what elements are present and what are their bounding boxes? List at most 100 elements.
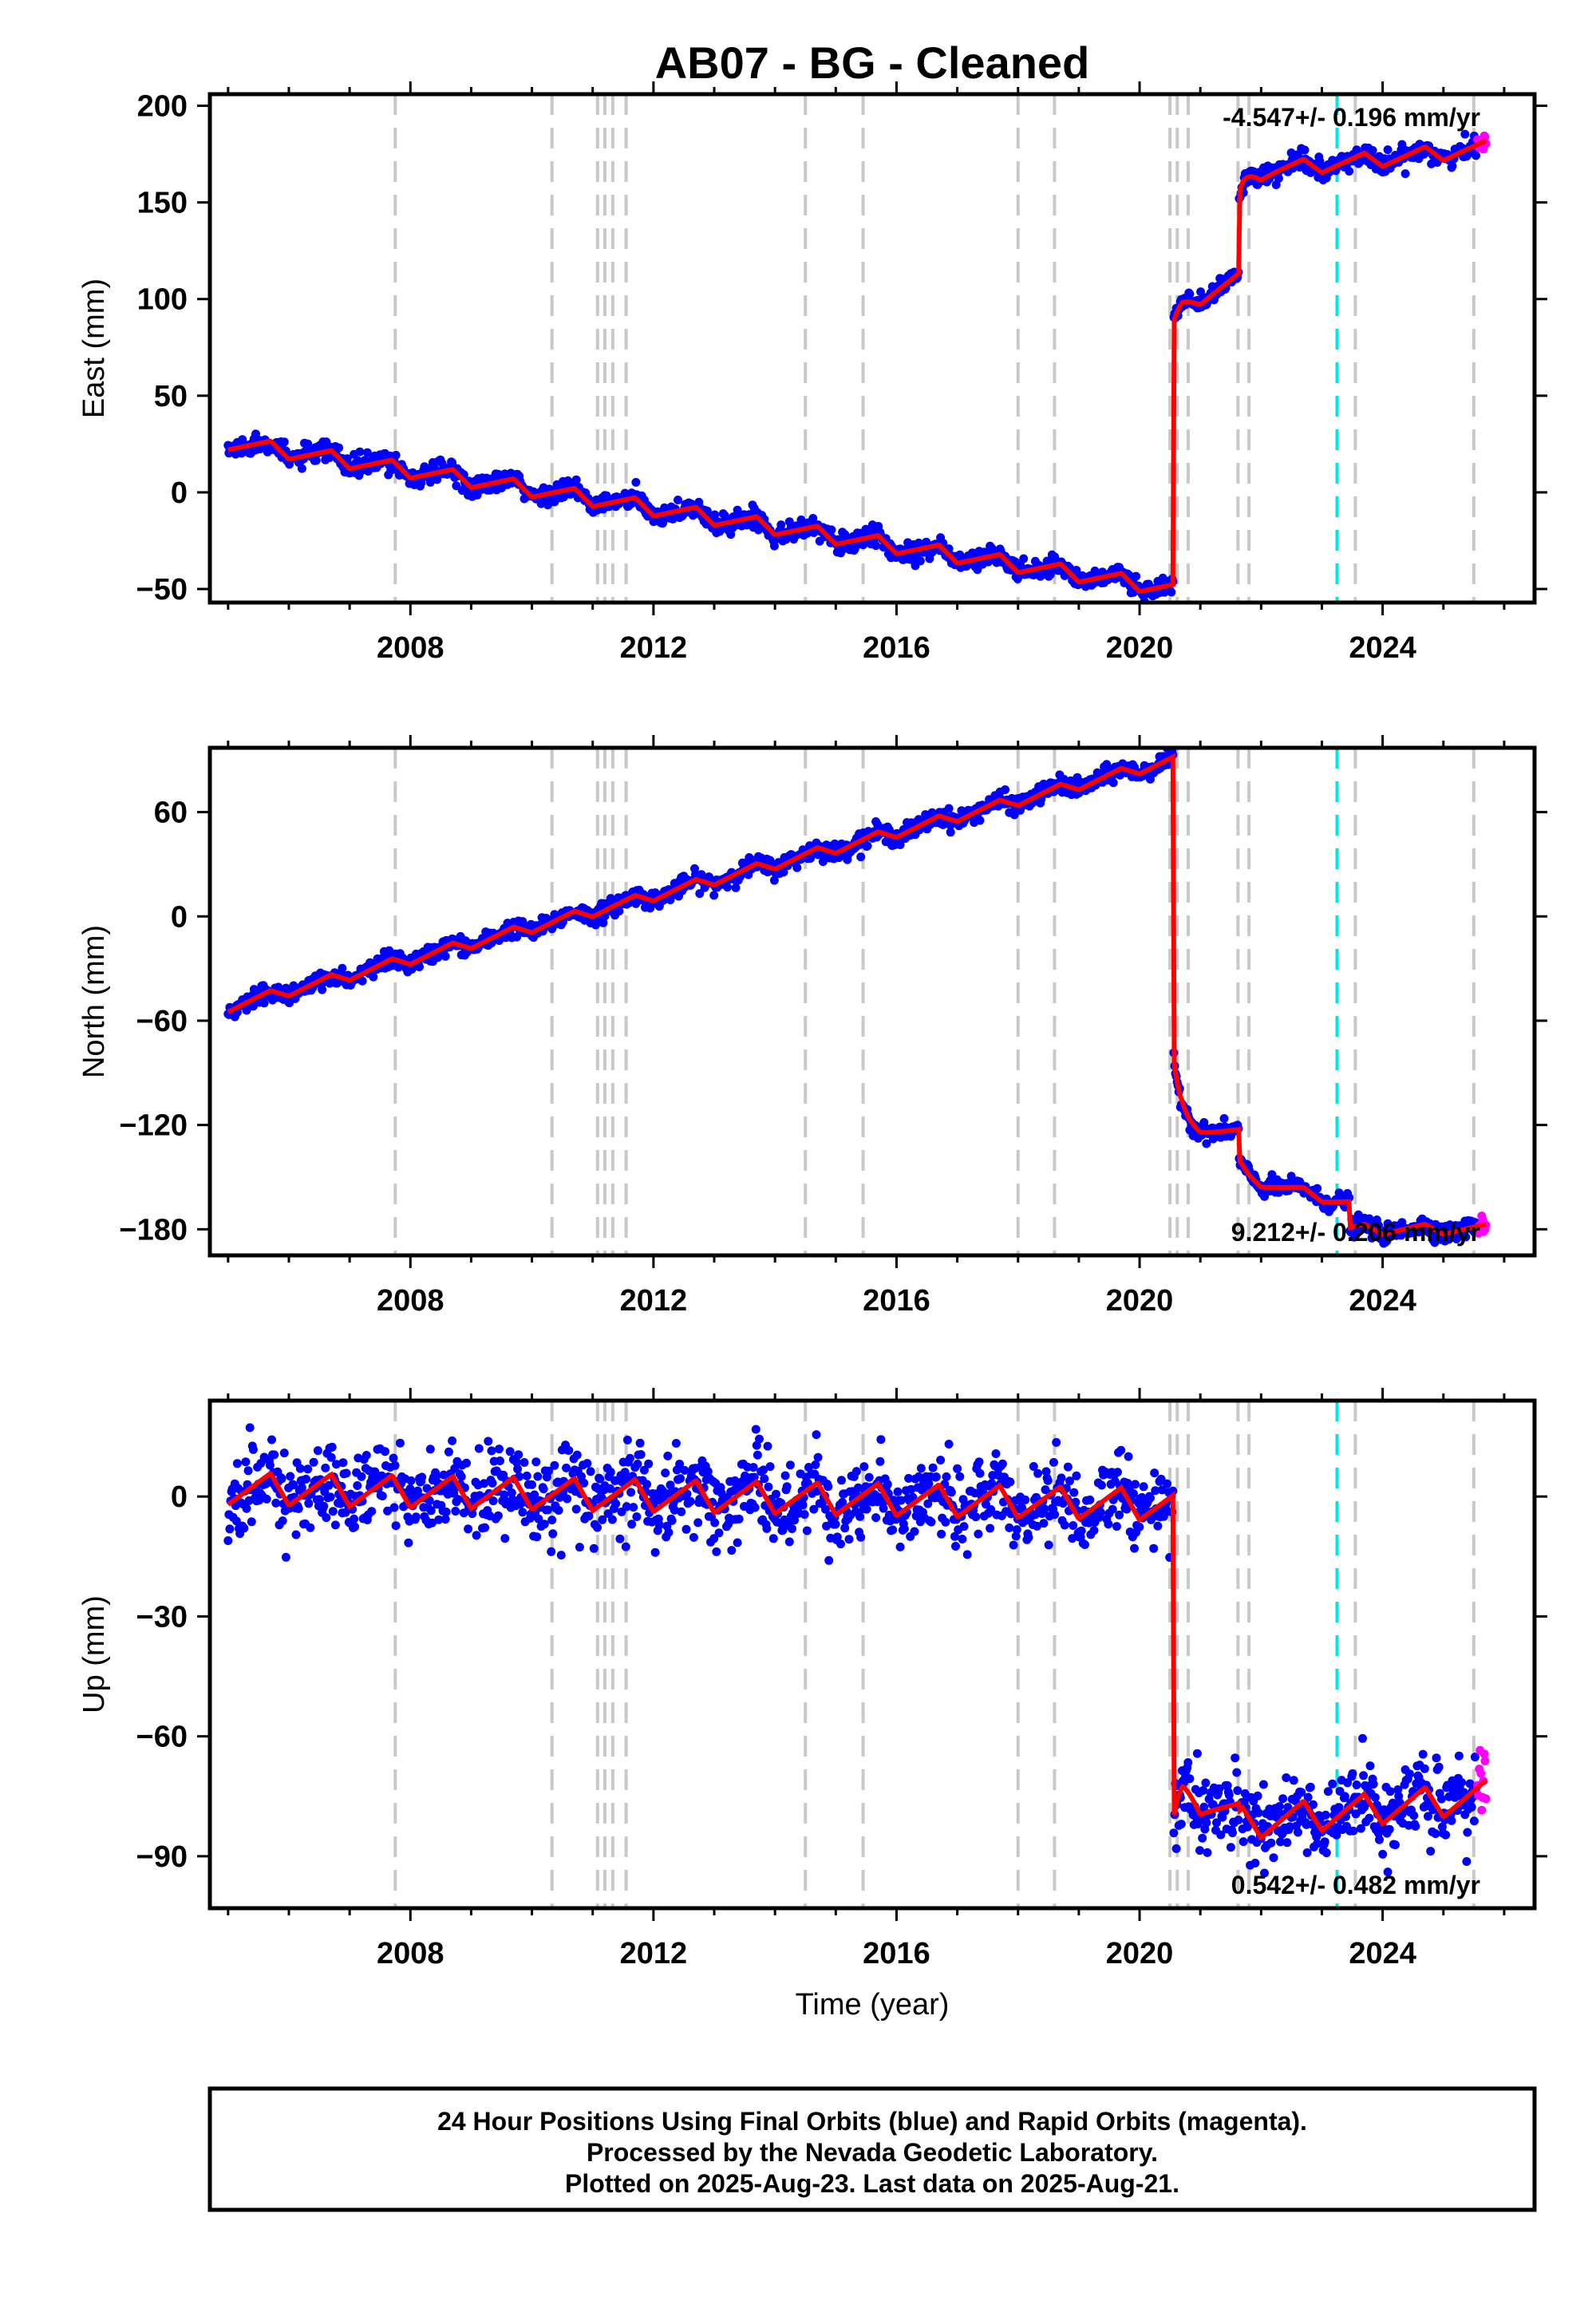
x-tick-label: 2008 <box>377 1284 444 1318</box>
data-point <box>1460 129 1470 139</box>
data-point <box>575 1543 584 1552</box>
data-point <box>755 1434 764 1444</box>
data-point <box>406 1476 416 1485</box>
data-point <box>245 1423 255 1433</box>
data-point <box>1050 1510 1060 1520</box>
data-point <box>543 1505 552 1515</box>
data-point <box>1012 1525 1021 1535</box>
data-point <box>1212 1818 1221 1828</box>
data-point <box>680 1465 689 1475</box>
data-point <box>759 1465 768 1475</box>
data-point <box>1448 161 1457 171</box>
data-point <box>1202 1818 1211 1828</box>
data-point <box>336 1499 346 1508</box>
data-point <box>500 1534 510 1543</box>
data-point <box>1130 1543 1139 1553</box>
data-point <box>1232 1768 1242 1777</box>
data-point <box>341 1508 350 1517</box>
x-tick-label: 2024 <box>1349 631 1416 665</box>
data-point <box>271 1498 281 1508</box>
data-point <box>1097 1480 1106 1490</box>
data-point <box>306 1523 315 1532</box>
data-point <box>629 1503 638 1512</box>
data-point <box>840 1524 850 1533</box>
data-point <box>1274 1802 1284 1811</box>
data-point <box>675 1460 685 1468</box>
data-point <box>709 1534 719 1543</box>
data-point <box>1462 1857 1472 1866</box>
data-point <box>1378 1849 1388 1859</box>
data-point <box>661 1468 670 1478</box>
data-point <box>1242 1822 1252 1832</box>
data-point <box>626 1488 636 1497</box>
data-point <box>547 1516 557 1525</box>
data-point <box>642 1480 652 1489</box>
data-point <box>1340 1792 1349 1801</box>
data-point <box>695 889 705 899</box>
data-point <box>1269 1853 1278 1863</box>
data-point <box>769 541 779 551</box>
data-point <box>1434 1762 1444 1772</box>
data-point <box>1108 778 1118 788</box>
y-axis-label: North (mm) <box>77 925 111 1078</box>
data-point <box>1122 1504 1132 1514</box>
data-point <box>322 1513 331 1523</box>
data-point <box>615 1534 625 1543</box>
data-point <box>432 1472 441 1481</box>
data-point <box>367 1507 377 1516</box>
data-point <box>495 1445 504 1454</box>
plot-area <box>223 94 1491 603</box>
data-point <box>785 1460 795 1470</box>
data-point <box>1185 1774 1195 1784</box>
data-point <box>342 1468 351 1478</box>
data-point <box>1139 1482 1148 1492</box>
data-point <box>456 1472 466 1481</box>
data-point <box>338 1458 348 1468</box>
data-point <box>243 1466 253 1476</box>
data-point <box>291 1530 301 1539</box>
data-point <box>689 1532 698 1542</box>
data-point <box>899 1524 909 1534</box>
data-point <box>1358 1733 1367 1743</box>
data-point <box>763 1441 772 1451</box>
y-axis-label: Up (mm) <box>77 1595 111 1713</box>
data-point <box>1426 1847 1436 1856</box>
data-point <box>895 840 905 849</box>
data-point <box>444 1447 453 1456</box>
data-point <box>802 1526 812 1535</box>
data-point <box>1057 1473 1066 1483</box>
data-point <box>879 1504 888 1513</box>
data-point <box>871 541 881 551</box>
data-point <box>232 1459 242 1468</box>
data-point <box>1063 1462 1073 1472</box>
data-point <box>671 1439 681 1448</box>
y-tick-label: 200 <box>137 90 188 124</box>
data-point <box>998 1459 1007 1468</box>
data-point <box>970 1488 980 1498</box>
data-point <box>765 1462 775 1472</box>
data-point <box>415 962 425 971</box>
data-point <box>358 976 367 986</box>
data-point <box>1476 1769 1486 1778</box>
data-point <box>723 883 732 892</box>
data-point <box>338 963 347 973</box>
data-point <box>480 1479 489 1488</box>
data-point <box>1359 1771 1369 1780</box>
data-point <box>926 1517 936 1527</box>
data-point <box>247 1517 256 1527</box>
data-point <box>896 1496 906 1505</box>
data-point <box>955 1472 965 1481</box>
data-point <box>851 1467 861 1476</box>
data-point <box>1072 566 1081 575</box>
data-point <box>685 1496 695 1506</box>
data-point <box>350 1514 359 1524</box>
data-point <box>1072 1471 1081 1480</box>
data-point <box>1477 1805 1487 1815</box>
data-point <box>584 1512 594 1521</box>
data-point <box>727 1546 737 1555</box>
data-point <box>1472 151 1480 160</box>
data-point <box>895 1542 905 1551</box>
data-point <box>607 1515 617 1524</box>
data-point <box>1306 1782 1315 1792</box>
